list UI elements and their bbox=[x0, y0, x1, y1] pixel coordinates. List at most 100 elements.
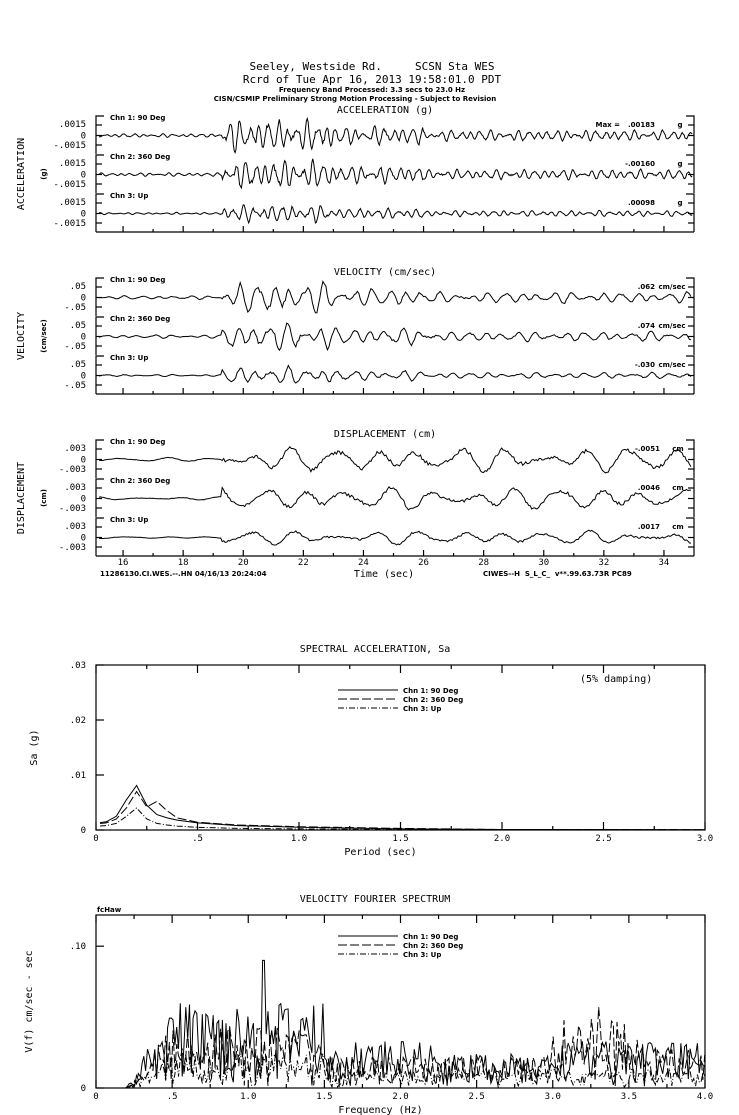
x-tick-label: 0 bbox=[93, 834, 98, 844]
right-axis bbox=[686, 439, 695, 478]
plot-frame bbox=[95, 664, 706, 831]
acc-yunit: (g) bbox=[40, 168, 48, 179]
right-axis bbox=[686, 355, 695, 394]
dis-channel-3: .003 0-.003 Chn 3: Up .0017 cm bbox=[59, 516, 695, 556]
vel-channel-2: .05 0-.05 Chn 2: 360 Deg .074 cm/sec bbox=[64, 315, 695, 355]
x-tick-label: 16 bbox=[118, 558, 129, 568]
left-axis bbox=[95, 517, 104, 556]
x-tick-label: 30 bbox=[538, 558, 549, 568]
peak-value: .00098 bbox=[628, 199, 655, 207]
x-tick-label: 2.5 bbox=[595, 834, 611, 844]
acc-title: ACCELERATION (g) bbox=[337, 105, 433, 116]
vel-ylabel: VELOCITY bbox=[16, 312, 27, 360]
spectral-acceleration-chart: SPECTRAL ACCELERATION, Sa 0 .5 1.0 1.5 2.0 2.5… bbox=[29, 644, 713, 858]
acc-channel-1: .0015 0-.0015 Chn 1: 90 Deg Max = .00183 g bbox=[53, 114, 695, 154]
peak-unit: cm bbox=[672, 484, 683, 492]
y-tick-label: .10 bbox=[70, 942, 86, 952]
header-band: Frequency Band Processed: 3.3 secs to 23… bbox=[279, 86, 465, 94]
legend-label: Chn 3: Up bbox=[403, 705, 441, 713]
y-tick-label: .003 bbox=[64, 522, 86, 532]
peak-value: .074 bbox=[638, 322, 655, 330]
x-axis-label: Frequency (Hz) bbox=[338, 1105, 422, 1115]
left-axis bbox=[95, 193, 104, 232]
right-axis bbox=[686, 154, 695, 193]
peak-unit: cm/sec bbox=[658, 361, 685, 369]
channel-label: Chn 3: Up bbox=[110, 354, 148, 362]
y-tick-label: -.0015 bbox=[53, 219, 86, 229]
right-axis bbox=[686, 316, 695, 355]
y-tick-label: 0 bbox=[81, 210, 86, 220]
peak-value: .00183 bbox=[628, 121, 655, 129]
x-tick-label: 4.0 bbox=[697, 1092, 713, 1102]
y-tick-label: -.05 bbox=[64, 381, 86, 391]
dis-channel-2: .003 0-.003 Chn 2: 360 Deg .0046 cm bbox=[59, 477, 695, 517]
y-tick-label: 0 bbox=[81, 826, 86, 836]
peak-value: -.030 bbox=[635, 361, 655, 369]
x-tick-label: 34 bbox=[659, 558, 670, 568]
channel-label: Chn 3: Up bbox=[110, 516, 148, 524]
peak-unit: g bbox=[677, 121, 682, 129]
x-tick-label: 18 bbox=[178, 558, 189, 568]
left-axis bbox=[95, 316, 104, 355]
peak-unit: cm/sec bbox=[658, 322, 685, 330]
corner-label: fcHaw bbox=[97, 906, 122, 914]
vel-channel-3: .05 0-.05 Chn 3: Up -.030 cm/sec bbox=[64, 354, 695, 394]
footer-right: CIWES--H S_L_C_ v**.99.63.73R PC89 bbox=[483, 570, 632, 578]
damping-note: (5% damping) bbox=[580, 674, 652, 685]
left-axis bbox=[95, 277, 104, 316]
left-axis bbox=[95, 478, 104, 517]
x-tick-label: 28 bbox=[478, 558, 489, 568]
y-tick-label: .003 bbox=[64, 444, 86, 454]
dis-title: DISPLACEMENT (cm) bbox=[334, 429, 436, 440]
y-tick-label: 0 bbox=[81, 132, 86, 142]
vel-trace-chn3 bbox=[98, 364, 692, 384]
vel-title: VELOCITY (cm/sec) bbox=[334, 267, 436, 278]
y-tick-label: .03 bbox=[70, 661, 86, 671]
vel-panel: VELOCITY (cm/sec)VELOCITY (cm/sec).050-.0… bbox=[16, 267, 695, 395]
y-tick-label: .05 bbox=[70, 321, 86, 331]
vel-trace-chn1 bbox=[98, 280, 692, 314]
x-tick-label: 1.0 bbox=[240, 1092, 256, 1102]
y-tick-label: 0 bbox=[81, 294, 86, 304]
y-tick-label: 0 bbox=[81, 171, 86, 181]
channel-label: Chn 1: 90 Deg bbox=[110, 276, 165, 284]
y-tick-label: .003 bbox=[64, 483, 86, 493]
x-tick-label: 2.5 bbox=[468, 1092, 484, 1102]
vel-trace-chn2 bbox=[98, 322, 692, 352]
y-tick-label: -.0015 bbox=[53, 180, 86, 190]
header-record: Rcrd of Tue Apr 16, 2013 19:58:01.0 PDT bbox=[243, 73, 502, 86]
y-tick-label: .01 bbox=[70, 771, 86, 781]
right-axis bbox=[686, 478, 695, 517]
header-notice: CISN/CSMIP Preliminary Strong Motion Pro… bbox=[214, 95, 496, 103]
right-axis bbox=[686, 277, 695, 316]
peak-unit: g bbox=[677, 199, 682, 207]
y-tick-label: .0015 bbox=[59, 198, 86, 208]
y-tick-label: -.003 bbox=[59, 504, 86, 514]
fourier-curve-chn1 bbox=[103, 959, 705, 1089]
x-tick-label: .5 bbox=[167, 1092, 178, 1102]
peak-value: .0017 bbox=[638, 523, 660, 531]
y-tick-label: -.003 bbox=[59, 543, 86, 553]
y-tick-label: 0 bbox=[81, 333, 86, 343]
channel-label: Chn 2: 360 Deg bbox=[110, 477, 170, 485]
acc-channel-2: .0015 0-.0015 Chn 2: 360 Deg -.00160 g bbox=[53, 153, 695, 193]
acc-trace-chn2 bbox=[98, 158, 693, 190]
header: Seeley, Westside Rd. SCSN Sta WES Rcrd o… bbox=[214, 60, 502, 103]
left-axis bbox=[95, 115, 104, 154]
x-tick-label: 26 bbox=[418, 558, 429, 568]
x-tick-label: 3.5 bbox=[621, 1092, 637, 1102]
peak-value: -.0051 bbox=[635, 445, 660, 453]
x-tick-label: .5 bbox=[192, 834, 203, 844]
channel-label: Chn 2: 360 Deg bbox=[110, 153, 170, 161]
acc-trace-chn3 bbox=[98, 204, 693, 225]
y-tick-label: -.05 bbox=[64, 303, 86, 313]
channel-label: Chn 1: 90 Deg bbox=[110, 438, 165, 446]
right-axis bbox=[686, 115, 695, 154]
footer-left: 11286130.CI.WES.--.HN 04/16/13 20:24:04 bbox=[100, 570, 267, 578]
dis-ylabel: DISPLACEMENT bbox=[16, 462, 27, 534]
x-tick-label: 1.0 bbox=[291, 834, 307, 844]
y-tick-label: 0 bbox=[81, 372, 86, 382]
header-station: Seeley, Westside Rd. SCSN Sta WES bbox=[249, 60, 494, 73]
